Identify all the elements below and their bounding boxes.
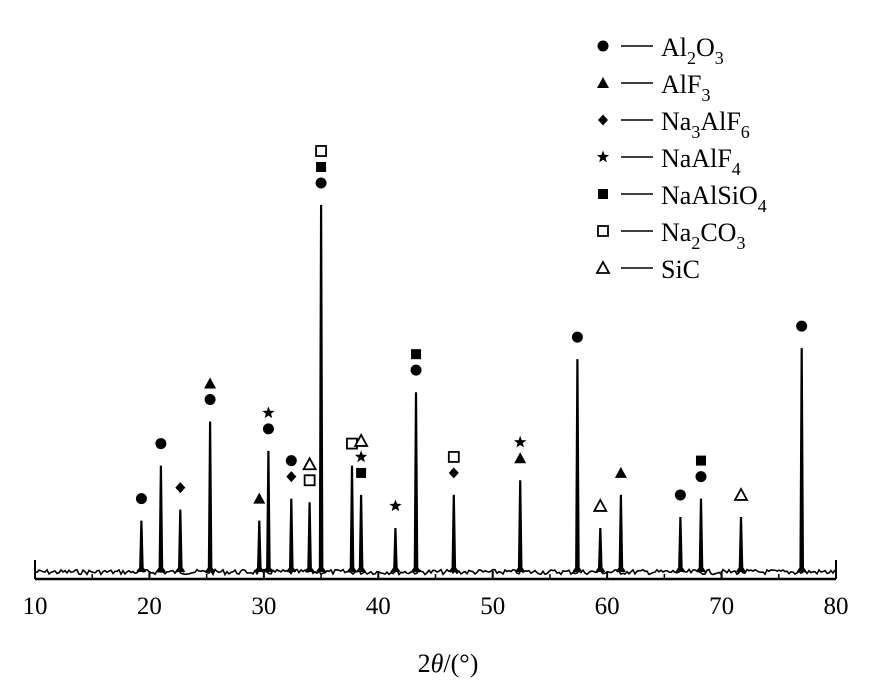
legend-item-6: SiC <box>595 255 700 284</box>
peak-12-marker-filled-square-icon <box>411 349 422 360</box>
peak-2 <box>175 509 186 573</box>
peak-0-marker-filled-circle-icon <box>135 493 147 505</box>
legend-item-0: Al2O3 <box>597 33 724 68</box>
diffraction-peaks <box>136 204 807 573</box>
peak-18 <box>675 516 686 573</box>
peak-13-marker-filled-diamond-icon <box>448 467 459 479</box>
peak-5-marker-filled-star-icon <box>262 406 275 419</box>
legend-filled-square-icon <box>598 189 608 199</box>
peak-7-marker-open-triangle-icon <box>302 456 318 471</box>
phase-markers <box>135 145 808 512</box>
legend-label: SiC <box>661 255 700 284</box>
legend-label: Al2O3 <box>661 33 724 68</box>
peak-1-marker-filled-circle-icon <box>155 438 167 450</box>
peak-7-marker-open-square-icon <box>303 474 316 487</box>
legend-item-3: NaAlF4 <box>596 144 741 179</box>
peak-16 <box>595 527 606 573</box>
peak-20-marker-open-triangle-icon <box>733 487 749 501</box>
peak-11-marker-filled-star-icon <box>389 499 402 512</box>
peak-14-marker-filled-star-icon <box>514 435 527 448</box>
peak-11 <box>390 527 401 573</box>
legend-open-square-icon <box>597 225 609 237</box>
peak-5 <box>263 450 274 573</box>
peak-8-marker-filled-circle-icon <box>315 177 327 189</box>
peak-21-marker-filled-circle-icon <box>796 320 808 332</box>
peak-6-marker-filled-diamond-icon <box>286 471 297 483</box>
peak-13-marker-open-square-icon <box>447 451 460 463</box>
x-tick-label: 70 <box>709 593 734 620</box>
peak-6 <box>286 498 297 573</box>
peak-21 <box>796 348 807 573</box>
peak-9 <box>347 465 357 573</box>
legend-item-5: Na2CO3 <box>597 218 745 253</box>
peak-17-marker-filled-triangle-icon <box>614 466 627 478</box>
x-axis-ticks <box>34 571 837 579</box>
peak-17 <box>615 494 626 573</box>
legend-filled-star-icon <box>596 150 610 163</box>
legend-item-1: AlF3 <box>597 70 710 105</box>
peak-10 <box>356 494 367 573</box>
peak-0 <box>136 520 147 573</box>
x-tick-label: 40 <box>366 593 391 620</box>
peak-14 <box>515 480 526 573</box>
baseline-trace <box>34 568 836 577</box>
peak-6-marker-filled-circle-icon <box>285 455 297 467</box>
peak-12-marker-filled-circle-icon <box>410 364 422 376</box>
peak-12 <box>411 392 421 573</box>
legend-filled-diamond-icon <box>598 114 608 126</box>
baseline-noise <box>34 568 836 577</box>
peak-2-marker-filled-diamond-icon <box>175 482 186 494</box>
legend-filled-circle-icon <box>597 40 609 52</box>
legend-label: NaAlF4 <box>661 144 741 179</box>
legend-label: AlF3 <box>661 70 710 105</box>
peak-19-marker-filled-square-icon <box>695 455 706 466</box>
x-tick-label: 30 <box>251 593 276 620</box>
peak-18-marker-filled-circle-icon <box>674 489 686 501</box>
peak-8-marker-open-square-icon <box>315 145 327 157</box>
x-tick-label: 50 <box>480 593 505 620</box>
legend-open-triangle-icon <box>595 260 611 274</box>
legend-item-2: Na3AlF6 <box>598 107 750 142</box>
legend-label: NaAlSiO4 <box>661 181 767 216</box>
x-tick-label: 10 <box>23 593 48 620</box>
peak-3-marker-filled-triangle-icon <box>204 377 217 389</box>
x-axis-label: 2θ/(°) <box>418 649 479 678</box>
x-tick-label: 80 <box>824 593 849 620</box>
peak-13 <box>448 494 459 573</box>
peak-15-marker-filled-circle-icon <box>571 331 583 343</box>
peak-10-marker-filled-square-icon <box>356 467 367 478</box>
peak-4 <box>254 520 265 573</box>
legend-item-4: NaAlSiO4 <box>598 181 767 216</box>
peak-16-marker-open-triangle-icon <box>592 498 608 512</box>
x-tick-label: 20 <box>137 593 162 620</box>
peak-4-marker-filled-triangle-icon <box>253 492 266 504</box>
peak-10-marker-open-triangle-icon <box>353 433 369 447</box>
peak-19-marker-filled-circle-icon <box>695 471 707 483</box>
peak-8-marker-filled-square-icon <box>316 162 327 172</box>
peak-14-marker-filled-triangle-icon <box>514 452 527 464</box>
peak-5-marker-filled-circle-icon <box>262 423 274 435</box>
peak-3 <box>205 421 216 573</box>
legend-label: Na3AlF6 <box>661 107 750 142</box>
peak-10-marker-filled-star-icon <box>354 450 368 463</box>
x-axis-tick-labels: 10 20 30 40 50 60 70 80 <box>23 593 849 620</box>
peak-3-marker-filled-circle-icon <box>204 394 216 406</box>
peak-15 <box>572 359 583 573</box>
peak-1 <box>155 465 166 573</box>
legend-filled-triangle-icon <box>597 77 609 88</box>
peak-7 <box>304 502 315 573</box>
legend-label: Na2CO3 <box>661 218 745 253</box>
x-tick-label: 60 <box>595 593 620 620</box>
peak-19 <box>696 498 706 573</box>
peak-8 <box>316 204 327 573</box>
peak-20 <box>736 516 746 573</box>
